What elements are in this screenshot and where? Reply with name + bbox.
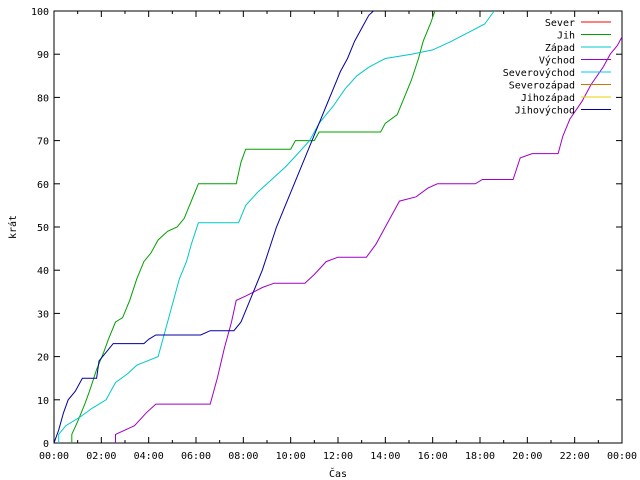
x-tick-label: 18:00 xyxy=(465,451,495,462)
x-tick-label: 06:00 xyxy=(181,451,211,462)
axis-tick-labels: 00:00 02:00 04:00 06:00 08:00 10:00 12:00 14:00… xyxy=(31,7,637,462)
legend-label: Jihozápad xyxy=(521,92,575,104)
legend-label: Severovýchod xyxy=(503,67,575,79)
y-tick-label: 10 xyxy=(37,396,49,407)
series-layer xyxy=(54,11,622,443)
legend-label: Jih xyxy=(557,31,575,42)
y-tick-label: 50 xyxy=(37,223,49,234)
x-tick-label: 00:00 xyxy=(607,451,637,462)
y-tick-label: 20 xyxy=(37,353,49,364)
y-tick-label: 40 xyxy=(37,266,49,277)
x-tick-label: 08:00 xyxy=(228,451,258,462)
legend-label: Východ xyxy=(539,55,575,67)
legend: Sever JihZápadVýchodSeverovýchodSeverozáp… xyxy=(503,18,611,117)
legend-label: Severozápad xyxy=(509,80,575,92)
series-line-západ xyxy=(58,11,495,443)
x-tick-label: 20:00 xyxy=(512,451,542,462)
y-tick-label: 70 xyxy=(37,137,49,148)
y-axis-title: krát xyxy=(7,215,19,239)
series-line-jih xyxy=(71,11,436,443)
axis-ticks xyxy=(53,10,623,444)
series-line-jihovýchod xyxy=(54,11,374,443)
y-tick-label: 100 xyxy=(31,7,49,18)
x-tick-label: 14:00 xyxy=(370,451,400,462)
x-axis-title: Čas xyxy=(329,467,347,480)
y-tick-label: 90 xyxy=(37,50,49,61)
x-tick-label: 10:00 xyxy=(276,451,306,462)
legend-label: Sever xyxy=(545,18,575,29)
x-tick-label: 02:00 xyxy=(86,451,116,462)
x-tick-label: 04:00 xyxy=(134,451,164,462)
x-tick-label: 12:00 xyxy=(323,451,353,462)
x-tick-label: 16:00 xyxy=(418,451,448,462)
y-tick-label: 60 xyxy=(37,180,49,191)
series-line-východ xyxy=(115,36,622,443)
x-tick-label: 00:00 xyxy=(39,451,69,462)
y-tick-label: 80 xyxy=(37,93,49,104)
y-tick-label: 30 xyxy=(37,309,49,320)
legend-label: Západ xyxy=(545,42,575,54)
y-tick-label: 0 xyxy=(43,439,49,450)
legend-label: Jihovýchod xyxy=(515,105,575,117)
x-tick-label: 22:00 xyxy=(560,451,590,462)
